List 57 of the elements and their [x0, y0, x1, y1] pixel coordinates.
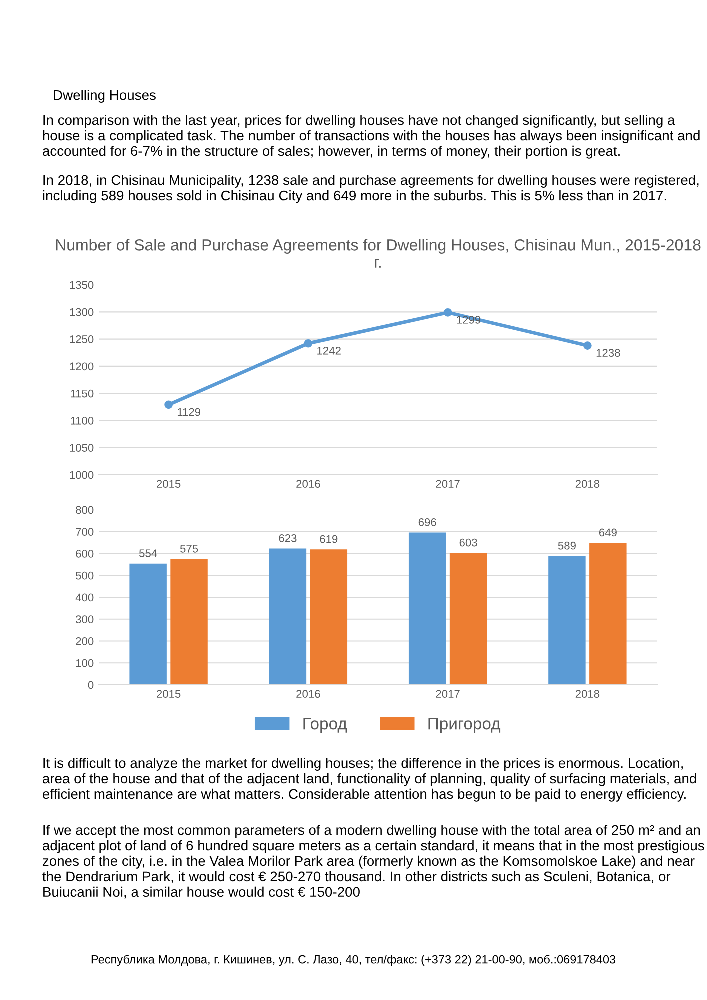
- bar: [170, 559, 208, 685]
- legend-label: Город: [304, 718, 348, 734]
- y-tick-label: 400: [76, 594, 94, 602]
- y-tick-label: 500: [76, 572, 94, 580]
- text: In comparison with the last year, prices for dwelling houses have not changed significantly, but selling a house is a complicated task. The number of transactions with the houses has always been insignificant and accounted for 6-7% in the structure of sales; however, in terms of money, their portion is great.: [43, 115, 700, 159]
- x-tick-label: 2017: [436, 690, 460, 698]
- x-tick-label: 2018: [576, 480, 600, 488]
- data-label: 554: [139, 550, 158, 558]
- data-label: 1238: [596, 349, 620, 358]
- y-tick-label: 1100: [71, 416, 94, 425]
- data-label: 649: [599, 528, 617, 537]
- y-tick-label: 700: [76, 528, 94, 536]
- bar: [130, 564, 167, 685]
- y-tick-label: 0: [88, 681, 94, 690]
- y-tick-label: 1150: [71, 390, 94, 398]
- text: In 2018, in Chisinau Municipality, 1238 sale and purchase agreements for dwelling houses were registered, including 589 houses sold in Chisinau City and 649 more in the suburbs. This is 5% less than in 2017.: [43, 175, 699, 204]
- text: If we accept the most common parameters of a modern dwelling house with the total area of 250 m² and an adjacent plot of land of 6 hundred square meters as a certain standard, it means that in the most prestigious zones of the city, i.e. in the Valea Morilor Park area (formerly known as the Komsomolskoe Lake) and near the Dendrarium Park, it would cost € 250-270 thousand. In other districts such as Sculeni, Botanica, or Buiucanii Noi, a similar house would cost € 150-200: [42, 825, 704, 899]
- bar: [310, 550, 348, 685]
- y-tick-label: 1300: [70, 308, 94, 316]
- bar: [590, 543, 627, 685]
- y-tick-label: 1000: [70, 471, 94, 480]
- y-tick-label: 600: [76, 550, 94, 558]
- y-tick-label: 1200: [70, 362, 94, 371]
- data-label: 619: [320, 535, 338, 544]
- x-tick-label: 2016: [296, 480, 320, 488]
- y-tick-label: 200: [76, 638, 94, 646]
- point: [164, 400, 173, 410]
- y-tick-label: 1250: [70, 336, 94, 344]
- point: [444, 308, 452, 317]
- x-tick-label: 2015: [157, 690, 181, 698]
- bar: [269, 548, 307, 685]
- y-tick-label: 800: [76, 506, 94, 514]
- x-tick-label: 2015: [157, 480, 181, 488]
- y-tick-label: 1050: [70, 444, 94, 452]
- chart-title: Number of Sale and Purchase Agreements for Dwelling Houses, Chisinau Mun., 2015-2018 г.: [56, 239, 701, 268]
- text: Республика Молдова, г. Кишинев, ул. С. Лазо, 40, тел/факс: (+373 22) 21-00-90, моб.:069178403: [92, 955, 616, 966]
- y-tick-label: 100: [76, 659, 94, 668]
- data-label: 623: [279, 534, 297, 542]
- point: [304, 339, 313, 348]
- bar: [408, 532, 446, 685]
- y-tick-label: 1350: [70, 281, 94, 290]
- point: [584, 342, 592, 350]
- legend-label: Пригород: [428, 718, 501, 734]
- data-label: 1129: [178, 408, 200, 416]
- text: It is difficult to analyze the market for dwelling houses; the difference in the prices is enormous. Location, area of the house and that of the adjacent land, functionality of planning, quality of surfacing materials, and efficient maintenance are what matters. Considerable attention has begun to be paid to energy efficiency.: [43, 758, 696, 802]
- x-tick-label: 2018: [576, 690, 600, 698]
- y-tick-label: 300: [76, 616, 94, 624]
- data-label: 575: [180, 545, 198, 553]
- data-label: 603: [460, 538, 478, 547]
- data-label: 1242: [318, 346, 341, 355]
- data-label: 589: [558, 542, 576, 550]
- x-tick-label: 2016: [296, 690, 320, 698]
- text: Dwelling Houses: [54, 90, 156, 103]
- data-label: 696: [418, 518, 436, 526]
- bar: [450, 553, 488, 685]
- bar: [548, 556, 586, 685]
- x-tick-label: 2017: [436, 480, 460, 488]
